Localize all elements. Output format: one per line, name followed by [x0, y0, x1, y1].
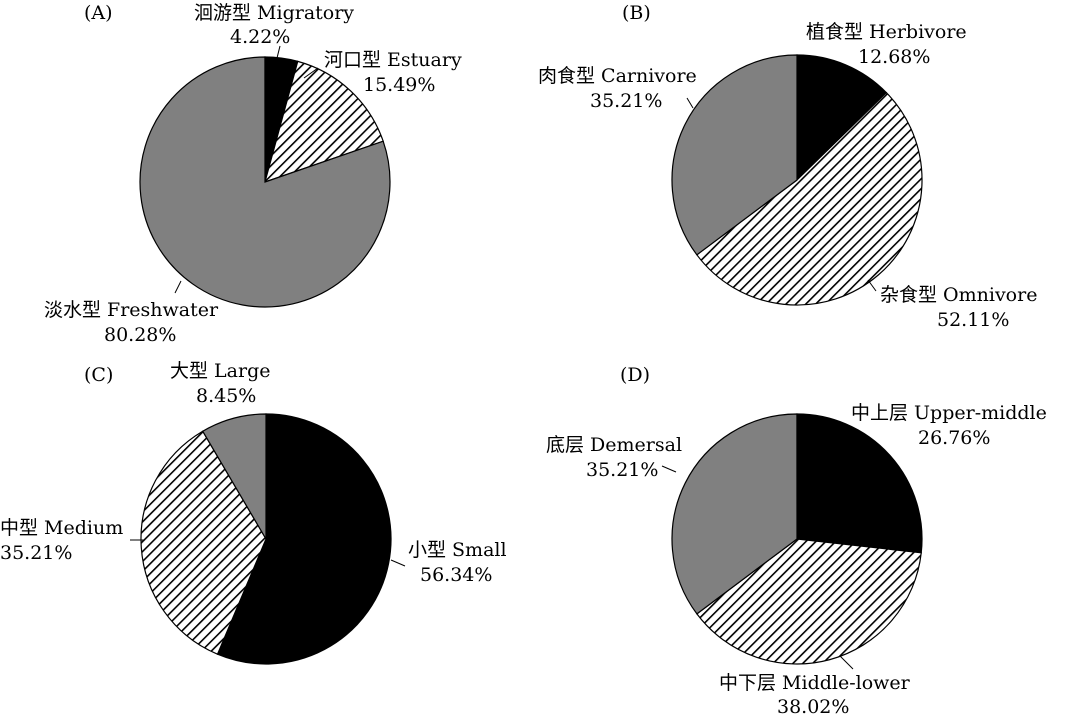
leader-line [303, 67, 319, 79]
panel-a: (A) 洄游型 Migratory 4.22% 河口型 Estuary 15.4… [44, 2, 462, 346]
slice-label-text: 植食型 Herbivore [806, 21, 967, 43]
pie-slice-1-1 [696, 91, 923, 306]
panel-letter-c: (C) [84, 364, 113, 386]
slice-label-text: 淡水型 Freshwater [44, 299, 219, 321]
slice-label-c-medium: 中型 Medium 35.21% [0, 517, 123, 564]
slice-label-text: 肉食型 Carnivore [538, 65, 697, 87]
pie-slice-3-0 [796, 413, 923, 554]
slice-label-text: 洄游型 Migratory [194, 2, 354, 24]
slice-value: 38.02% [777, 696, 849, 714]
leader-line [390, 559, 406, 567]
panel-d: (D) 中上层 Upper-middle 26.76% 底层 Demersal … [546, 364, 1047, 714]
slice-label-text: 底层 Demersal [546, 434, 682, 456]
slice-value: 12.68% [858, 46, 930, 68]
slice-value: 4.22% [230, 26, 290, 48]
pie-c [140, 413, 392, 665]
leader-line [276, 45, 281, 59]
pie-slice-0-2 [139, 56, 391, 308]
slice-label-d-demersal: 底层 Demersal 35.21% [546, 434, 682, 481]
slice-label-b-carnivore: 肉食型 Carnivore 35.21% [538, 65, 697, 112]
pie-a [139, 56, 391, 308]
slice-label-text: 中下层 Middle-lower [719, 672, 911, 694]
slice-label-text: 河口型 Estuary [324, 49, 462, 71]
slice-label-text: 大型 Large [170, 360, 270, 382]
panel-letter-b: (B) [622, 2, 651, 24]
pie-slice-3-2 [671, 413, 798, 615]
leader-line [867, 279, 877, 292]
slice-value: 35.21% [0, 542, 72, 564]
pie-slice-3-1 [696, 538, 922, 665]
leader-line [839, 655, 854, 670]
slice-label-b-herbivore: 植食型 Herbivore 12.68% [806, 21, 967, 68]
panel-letter-d: (D) [620, 364, 650, 386]
slice-value: 80.28% [104, 324, 176, 346]
slice-label-b-omnivore: 杂食型 Omnivore 52.11% [880, 284, 1037, 331]
panel-c: (C) 大型 Large 8.45% 中型 Medium 35.21% 小型 S… [0, 360, 507, 665]
leader-line [686, 97, 694, 109]
slice-label-d-upper-middle: 中上层 Upper-middle 26.76% [851, 402, 1047, 449]
slice-label-a-freshwater: 淡水型 Freshwater 80.28% [44, 299, 219, 346]
slice-label-c-large: 大型 Large 8.45% [170, 360, 270, 407]
slice-value: 35.21% [586, 459, 658, 481]
slice-label-text: 中上层 Upper-middle [851, 402, 1047, 424]
panel-b: (B) 植食型 Herbivore 12.68% 肉食型 Carnivore 3… [538, 2, 1037, 331]
slice-label-c-small: 小型 Small 56.34% [408, 539, 507, 586]
slice-value: 52.11% [937, 309, 1009, 331]
leader-line [661, 465, 677, 473]
slice-label-a-estuary: 河口型 Estuary 15.49% [324, 49, 462, 96]
slice-label-d-middle-lower: 中下层 Middle-lower 38.02% [719, 672, 911, 714]
slice-value: 35.21% [590, 90, 662, 112]
pie-slice-0-1 [264, 60, 384, 183]
slice-value: 8.45% [196, 385, 256, 407]
pie-slice-2-0 [216, 413, 392, 665]
pie-b [671, 54, 923, 306]
pie-slice-1-2 [671, 54, 798, 256]
pie-slice-2-2 [201, 413, 267, 542]
slice-label-a-migratory: 洄游型 Migratory 4.22% [194, 2, 354, 48]
slice-label-text: 杂食型 Omnivore [880, 284, 1037, 306]
slice-value: 56.34% [420, 564, 492, 586]
panel-letter-a: (A) [84, 2, 113, 24]
pie-slice-1-0 [796, 54, 888, 182]
leader-line [174, 280, 182, 294]
slice-label-text: 中型 Medium [0, 517, 123, 539]
slice-value: 15.49% [363, 74, 435, 96]
pie-d [671, 413, 923, 665]
slice-value: 26.76% [918, 427, 990, 449]
slice-label-text: 小型 Small [408, 539, 507, 561]
